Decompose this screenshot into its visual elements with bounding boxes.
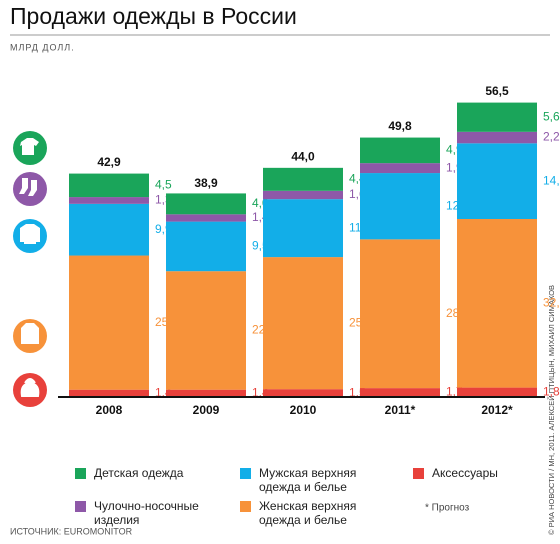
icons (13, 131, 47, 407)
x-tick-label: 2009 (193, 403, 220, 417)
bar-segment (457, 131, 537, 144)
bar-segment (360, 173, 440, 240)
legend-label: Женская верхняя одежда и белье (259, 499, 357, 527)
legend-label: Детская одежда (94, 466, 184, 480)
bar-segment (166, 271, 246, 390)
bar-segment (166, 389, 246, 397)
value-label: 2,2 (543, 130, 560, 144)
bar-segment (457, 218, 537, 388)
total-label: 44,0 (291, 149, 315, 163)
legend-swatch (75, 468, 86, 479)
total-label: 49,8 (388, 119, 412, 133)
bar-segment (263, 167, 343, 191)
legend-label: Чулочно-носочные изделия (94, 499, 199, 527)
bar-segment (360, 163, 440, 174)
bar-segment (166, 193, 246, 215)
legend-swatch (240, 501, 251, 512)
bar-segment (457, 143, 537, 219)
subtitle: МЛРД ДОЛЛ. (10, 42, 75, 52)
note: * Прогноз (425, 503, 470, 514)
value-label: 4,5 (155, 178, 172, 192)
value-label: 1,8 (543, 384, 560, 398)
total-label: 56,5 (485, 84, 509, 98)
bar-segment (360, 388, 440, 397)
legend-swatch (75, 501, 86, 512)
bar-segment (166, 214, 246, 222)
legend-label: Аксессуары (432, 466, 498, 480)
x-tick-label: 2011* (385, 403, 416, 417)
legend-label: Мужская верхняя одежда и белье (259, 466, 357, 494)
legend-swatch (240, 468, 251, 479)
bar-segment (457, 387, 537, 397)
bar-segment (69, 173, 149, 198)
x-tick-label: 2008 (96, 403, 123, 417)
bar-segment (263, 190, 343, 200)
total-label: 38,9 (194, 176, 218, 190)
x-tick-label: 2010 (290, 403, 317, 417)
bar-segment (360, 137, 440, 164)
bar-segment (166, 221, 246, 272)
bar-segment (69, 197, 149, 204)
bar-segment (69, 389, 149, 397)
bar-segment (263, 199, 343, 258)
bar-segment (457, 102, 537, 132)
legend-swatch (413, 468, 424, 479)
value-label: 14,5 (543, 173, 560, 187)
value-label: 32,3 (543, 295, 560, 309)
value-label: 5,6 (543, 109, 560, 123)
source: ИСТОЧНИК: EUROMONITOR (10, 526, 133, 536)
bar-segment (69, 255, 149, 390)
bar-segment (263, 389, 343, 397)
bar-segment (263, 257, 343, 390)
chart-title: Продажи одежды в России (10, 3, 297, 29)
bar-segment (69, 203, 149, 256)
total-label: 42,9 (97, 155, 121, 169)
bar-segment (360, 239, 440, 389)
x-tick-label: 2012* (481, 403, 513, 417)
credit: © РИА НОВОСТИ / МН, 2011. АЛЕКСЕЙ ПТИЦЫН… (547, 285, 556, 535)
